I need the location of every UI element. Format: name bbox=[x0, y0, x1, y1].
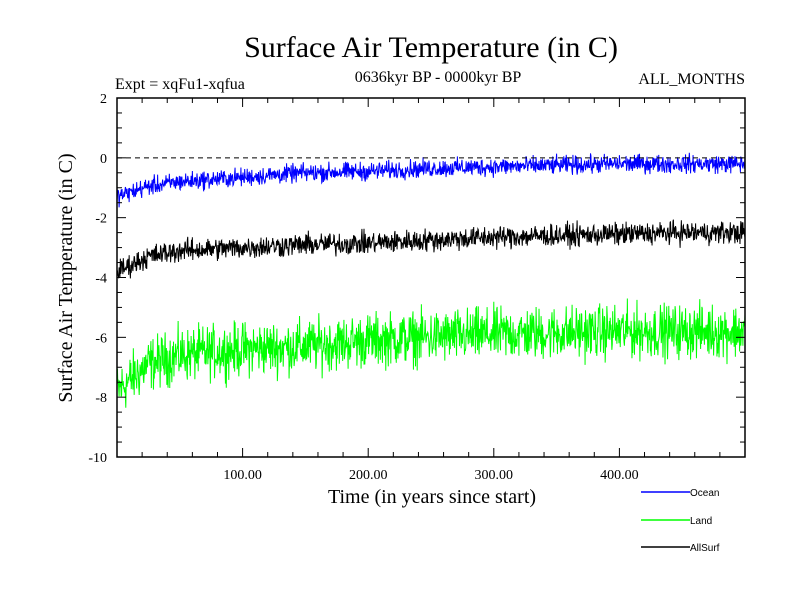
legend: Ocean Land AllSurf bbox=[641, 488, 720, 554]
legend-label-ocean: Ocean bbox=[690, 488, 719, 499]
x-tick-label: 400.00 bbox=[600, 468, 639, 483]
x-axis-label: Time (in years since start) bbox=[328, 486, 536, 508]
series-line-ocean bbox=[116, 152, 746, 208]
ticks-layer: -10 -8 -6 -4 -2 0 2 100.00 200.00 300.00 400.00 bbox=[88, 92, 746, 483]
plot-frame bbox=[116, 97, 746, 458]
y-tick-label: -8 bbox=[95, 391, 107, 406]
y-axis-label: Surface Air Temperature (in C) bbox=[55, 153, 77, 402]
y-tick-label: -10 bbox=[88, 451, 107, 466]
x-tick-label: 100.00 bbox=[223, 468, 262, 483]
x-tick-label: 300.00 bbox=[475, 468, 514, 483]
series-line-land bbox=[116, 298, 746, 408]
experiment-label: Expt = xqFu1-xqfua bbox=[115, 76, 245, 93]
legend-label-allsurf: AllSurf bbox=[690, 543, 720, 554]
x-tick-label: 200.00 bbox=[349, 468, 388, 483]
series-line-allsurf bbox=[116, 219, 746, 279]
legend-label-land: Land bbox=[690, 516, 712, 527]
time-range-label: 0636kyr BP - 0000kyr BP bbox=[355, 69, 522, 86]
plot-area: -10 -8 -6 -4 -2 0 2 100.00 200.00 300.00 400.00 bbox=[88, 92, 746, 483]
y-tick-label: -2 bbox=[95, 212, 107, 227]
y-tick-label: 0 bbox=[100, 152, 107, 167]
chart-title: Surface Air Temperature (in C) bbox=[244, 31, 618, 64]
y-tick-label: -6 bbox=[95, 331, 107, 346]
months-label: ALL_MONTHS bbox=[638, 71, 745, 88]
series-layer bbox=[116, 152, 746, 408]
y-tick-label: 2 bbox=[100, 92, 107, 107]
y-tick-label: -4 bbox=[95, 272, 107, 287]
